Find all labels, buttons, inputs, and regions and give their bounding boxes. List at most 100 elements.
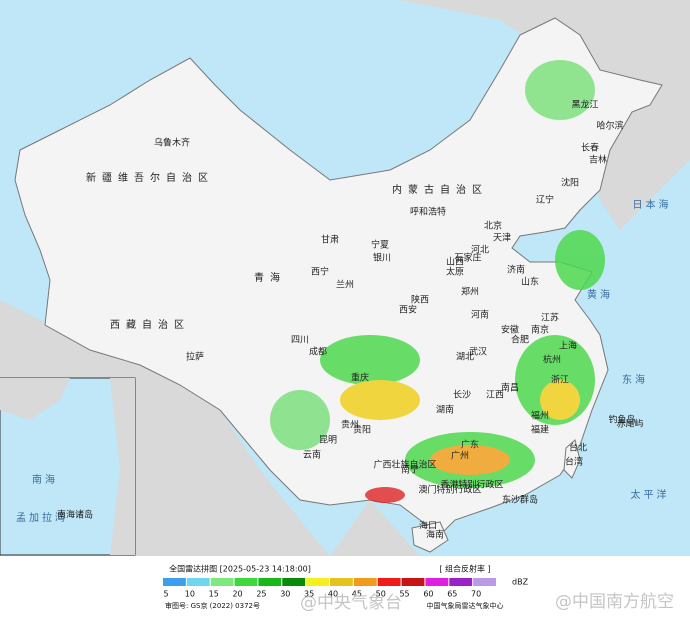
map-label: 合肥 bbox=[511, 334, 529, 346]
legend-swatch bbox=[473, 578, 496, 586]
echo bbox=[340, 380, 420, 420]
map-label: 海口 bbox=[419, 520, 437, 532]
map-label: 新疆维吾尔自治区 bbox=[86, 171, 214, 184]
map-label: 北京 bbox=[484, 220, 502, 232]
taiwan-island bbox=[563, 439, 581, 479]
map-label: 南宁 bbox=[401, 464, 419, 476]
map-label: 安徽 bbox=[501, 324, 519, 336]
map-label: 哈尔滨 bbox=[596, 120, 623, 132]
map-label: 郑州 bbox=[461, 286, 479, 298]
radar-echoes bbox=[270, 60, 605, 503]
map-label: 西宁 bbox=[311, 266, 329, 278]
map-label: 香港特别行政区 bbox=[440, 479, 503, 491]
legend-swatch bbox=[330, 578, 353, 586]
map-label: 台湾 bbox=[565, 456, 583, 468]
map-label: 成都 bbox=[309, 346, 327, 358]
neighbor-land bbox=[0, 0, 690, 556]
legend-swatch bbox=[449, 578, 473, 586]
map-label: 内蒙古自治区 bbox=[392, 183, 488, 196]
map-label: 浙江 bbox=[551, 374, 569, 386]
echo bbox=[540, 380, 580, 420]
map-label: 南昌 bbox=[501, 382, 519, 394]
legend-value: 45 bbox=[352, 590, 362, 599]
map-label: 江苏 bbox=[541, 312, 559, 324]
map-label: 乌鲁木齐 bbox=[154, 137, 190, 149]
map-label: 福州 bbox=[531, 410, 549, 422]
legend-value: 5 bbox=[163, 590, 168, 599]
legend-value: 50 bbox=[376, 590, 386, 599]
echo bbox=[270, 390, 330, 450]
map-label: 贵州 bbox=[341, 419, 359, 431]
map-label: 长春 bbox=[581, 142, 599, 154]
map-label: 呼和浩特 bbox=[410, 206, 446, 218]
map-label: 昆明 bbox=[319, 435, 337, 446]
map-label: 西安 bbox=[399, 304, 417, 316]
legend-swatch bbox=[234, 578, 258, 586]
legend-value: 65 bbox=[447, 590, 457, 599]
watermark: @中央气象台 bbox=[300, 593, 402, 613]
map-label: 济南 bbox=[507, 264, 525, 276]
map-label: 河北 bbox=[471, 244, 489, 256]
legend-swatch bbox=[353, 578, 377, 586]
map-label: 太原 bbox=[446, 266, 464, 278]
map-label: 沈阳 bbox=[561, 177, 579, 189]
echo bbox=[555, 230, 605, 290]
legend-value: 60 bbox=[423, 590, 433, 599]
map-label: 甘肃 bbox=[321, 234, 339, 246]
map-label: 银川 bbox=[373, 252, 391, 264]
legend-value: 40 bbox=[328, 590, 338, 599]
approval-number: 审图号: GS京 (2022) 0372号 bbox=[165, 601, 260, 610]
map-label: 湖南 bbox=[436, 404, 454, 416]
map-label: 孟加拉湾 bbox=[16, 511, 68, 524]
data-source: 中国气象局雷达气象中心 bbox=[427, 601, 504, 610]
legend-unit: dBZ bbox=[512, 578, 529, 587]
legend-swatch bbox=[258, 578, 282, 586]
map-label: 南海诸岛 bbox=[57, 509, 93, 521]
legend-value: 15 bbox=[209, 590, 219, 599]
echo bbox=[365, 487, 405, 503]
map-label: 南海 bbox=[32, 473, 58, 486]
map-label: 福建 bbox=[531, 424, 549, 436]
legend-swatch bbox=[377, 578, 401, 586]
echo bbox=[430, 445, 510, 475]
legend-value: 20 bbox=[232, 590, 242, 599]
map-label: 广州 bbox=[451, 450, 469, 462]
map-label: 山东 bbox=[521, 276, 539, 288]
map-label: 黄海 bbox=[587, 288, 613, 301]
map-label: 广东 bbox=[461, 439, 479, 451]
map-label: 广西壮族自治区 bbox=[373, 459, 436, 471]
map-label: 石家庄 bbox=[454, 252, 481, 264]
map-label: 山西 bbox=[446, 257, 464, 268]
legend-value: 55 bbox=[399, 590, 409, 599]
legend-title: 全国雷达拼图 [2025-05-23 14:18:00] bbox=[169, 564, 311, 574]
legend-value: 10 bbox=[185, 590, 195, 599]
inset-land bbox=[0, 378, 135, 555]
map-label: 钓鱼岛 bbox=[608, 414, 635, 426]
map-label: 吉林 bbox=[589, 154, 607, 166]
legend-swatch bbox=[186, 578, 210, 586]
legend-swatch bbox=[306, 578, 329, 586]
map-label: 青海 bbox=[254, 271, 286, 284]
map-label: 辽宁 bbox=[536, 194, 554, 206]
echo bbox=[525, 60, 595, 120]
map-label: 湖北 bbox=[456, 352, 474, 363]
map-label: 拉萨 bbox=[186, 351, 204, 363]
map-label: 南京 bbox=[531, 324, 549, 336]
legend-swatch bbox=[425, 578, 449, 586]
legend-swatch bbox=[282, 578, 306, 586]
legend-value: 30 bbox=[280, 590, 290, 599]
echo bbox=[320, 335, 420, 385]
map-label: 东沙群岛 bbox=[502, 494, 538, 506]
map-label: 台北 bbox=[569, 442, 587, 454]
hainan-island bbox=[411, 521, 449, 553]
map-label: 云南 bbox=[303, 449, 321, 461]
legend-swatch bbox=[401, 578, 425, 586]
legend-value: 25 bbox=[256, 590, 266, 599]
legend-swatch bbox=[163, 578, 186, 586]
map-label: 贵阳 bbox=[353, 424, 371, 436]
map-label: 江西 bbox=[486, 390, 504, 401]
map-label: 上海 bbox=[559, 340, 577, 352]
legend-value: 70 bbox=[471, 590, 481, 599]
map-label: 河南 bbox=[471, 309, 489, 321]
map-label: 武汉 bbox=[469, 346, 487, 358]
